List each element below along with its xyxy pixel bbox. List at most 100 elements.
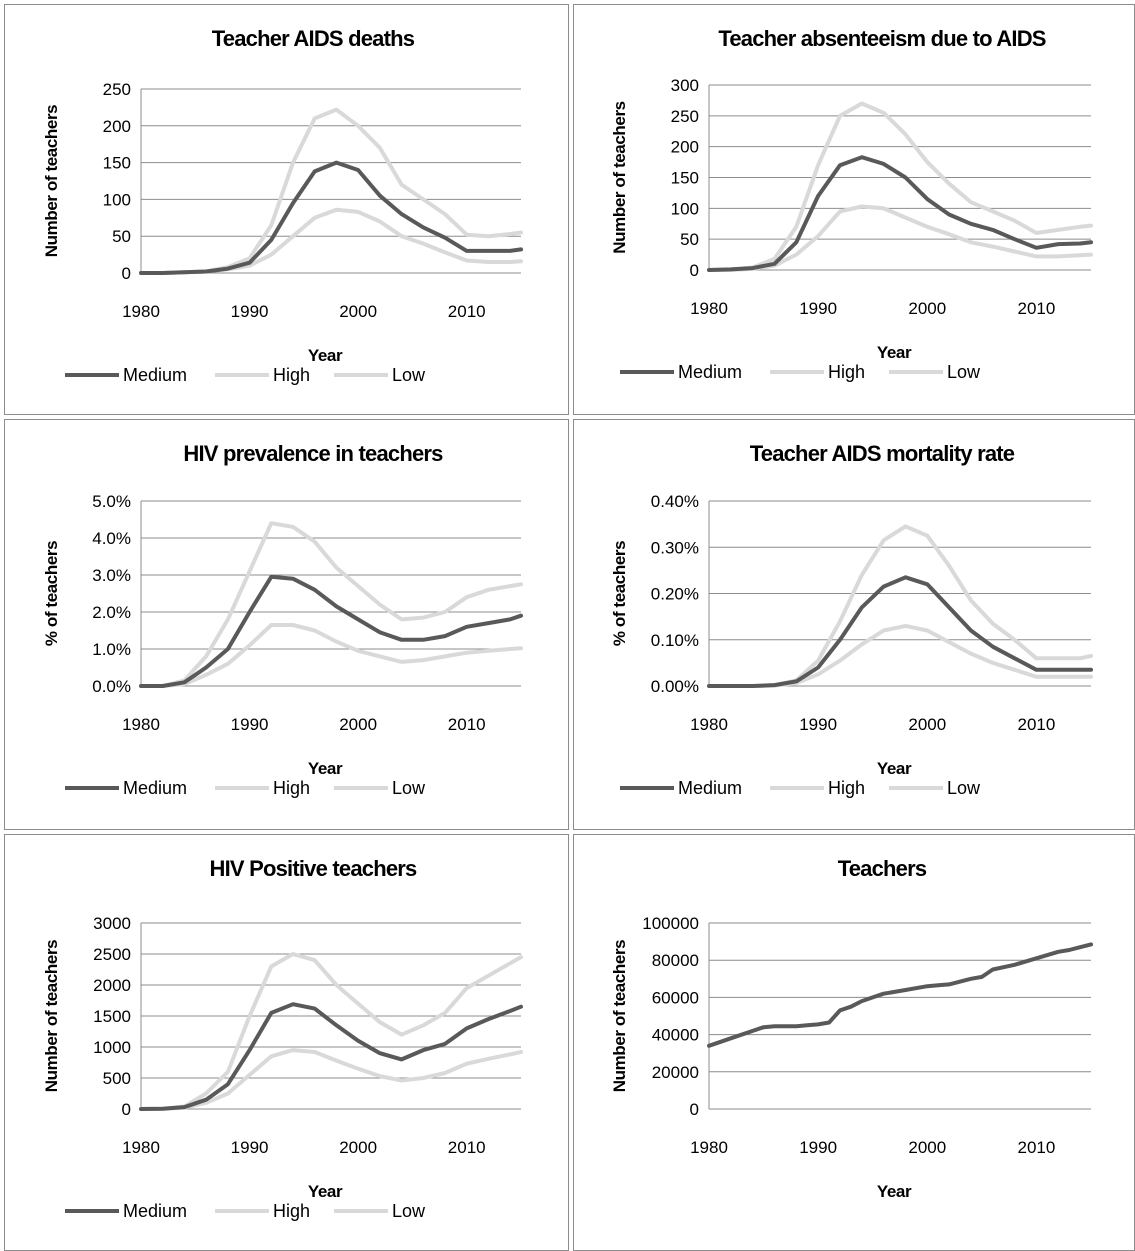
y-tick-label: 0 — [690, 261, 699, 280]
series-line-medium — [707, 575, 1093, 688]
y-tick-label: 0.10% — [651, 631, 699, 650]
y-tick-label: 3000 — [93, 914, 131, 933]
chart-svg-prevalence: HIV prevalence in teachers 0.0% 1.0% 2.0% 3.… — [42, 441, 523, 798]
x-tick-label: 2010 — [448, 302, 486, 321]
series-line-high — [139, 952, 523, 1111]
x-tick-label: 1980 — [690, 1138, 728, 1157]
x-tick-label: 1980 — [122, 302, 160, 321]
y-tick-label: 80000 — [652, 951, 699, 970]
y-tick-label: 100000 — [642, 914, 699, 933]
legend-label-high: High — [273, 1201, 310, 1221]
x-tick-label: 1990 — [231, 715, 269, 734]
y-tick-label: 200 — [103, 117, 131, 136]
legend-label-high: High — [828, 362, 865, 382]
chart-svg-absenteeism: Teacher absenteeism due to AIDS 0 50 100 150… — [610, 26, 1093, 382]
x-tick-label: 1990 — [799, 299, 837, 318]
chart-title: Teachers — [838, 856, 927, 881]
y-tick-label: 60000 — [652, 988, 699, 1007]
legend-label-medium: Medium — [123, 365, 187, 385]
x-tick-label: 1980 — [690, 715, 728, 734]
y-tick-label: 0 — [122, 264, 131, 283]
legend-label-low: Low — [392, 365, 426, 385]
x-tick-label: 2010 — [448, 1138, 486, 1157]
y-tick-label: 300 — [671, 76, 699, 95]
series-line-low — [139, 207, 523, 275]
x-tick-label: 2010 — [1018, 1138, 1056, 1157]
x-axis-label: Year — [308, 1182, 343, 1201]
y-tick-label: 50 — [680, 230, 699, 249]
y-axis-label: % of teachers — [610, 541, 629, 646]
x-tick-label: 2000 — [339, 715, 377, 734]
x-tick-label: 2000 — [339, 302, 377, 321]
series-line-medium — [139, 1002, 523, 1111]
y-tick-label: 0.0% — [92, 677, 131, 696]
chart-svg-positive: HIV Positive teachers 0 500 1000 1500 2000 250… — [42, 856, 523, 1221]
chart-svg-mortality: Teacher AIDS mortality rate 0.00% 0.10% 0.2… — [610, 441, 1093, 798]
legend-label-medium: Medium — [123, 1201, 187, 1221]
y-tick-label: 0 — [690, 1100, 699, 1119]
x-axis-label: Year — [308, 759, 343, 778]
y-tick-label: 1000 — [93, 1038, 131, 1057]
y-axis-label: % of teachers — [42, 541, 61, 646]
x-tick-label: 1990 — [799, 1138, 837, 1157]
chart-svg-teachers: Teachers 0 20000 40000 60000 80000 100000 1980 1… — [610, 856, 1093, 1201]
y-axis-label: Number of teachers — [42, 940, 61, 1092]
legend-label-medium: Medium — [678, 778, 742, 798]
y-tick-label: 2.0% — [92, 603, 131, 622]
x-tick-label: 1980 — [690, 299, 728, 318]
chart-panel-absenteeism: Teacher absenteeism due to AIDS 0 50 100 150… — [573, 4, 1135, 415]
series-line-high — [707, 101, 1093, 272]
x-axis-label: Year — [877, 759, 912, 778]
legend-label-high: High — [273, 365, 310, 385]
chart-panel-mortality: Teacher AIDS mortality rate 0.00% 0.10% 0.2… — [573, 419, 1135, 830]
x-tick-label: 1990 — [231, 302, 269, 321]
y-tick-label: 100 — [103, 190, 131, 209]
y-tick-label: 4.0% — [92, 529, 131, 548]
chart-title: Teacher AIDS mortality rate — [750, 441, 1015, 466]
y-tick-label: 200 — [671, 138, 699, 157]
y-tick-label: 0.00% — [651, 677, 699, 696]
y-tick-label: 250 — [671, 107, 699, 126]
series-line-medium — [139, 574, 523, 688]
series-line-medium — [707, 942, 1093, 1048]
x-tick-label: 2010 — [448, 715, 486, 734]
y-tick-label: 1.0% — [92, 640, 131, 659]
y-tick-label: 0.40% — [651, 492, 699, 511]
y-tick-label: 150 — [103, 154, 131, 173]
y-tick-label: 20000 — [652, 1063, 699, 1082]
legend-label-low: Low — [947, 362, 981, 382]
y-tick-label: 5.0% — [92, 492, 131, 511]
series-line-medium — [707, 155, 1093, 272]
series-line-low — [139, 623, 523, 688]
x-tick-label: 2010 — [1018, 299, 1056, 318]
y-tick-label: 1500 — [93, 1007, 131, 1026]
series-line-high — [139, 521, 523, 688]
y-tick-label: 2500 — [93, 945, 131, 964]
y-tick-label: 100 — [671, 199, 699, 218]
x-tick-label: 1980 — [122, 1138, 160, 1157]
x-axis-label: Year — [308, 346, 343, 365]
y-tick-label: 0 — [122, 1100, 131, 1119]
y-axis-label: Number of teachers — [42, 105, 61, 257]
legend-label-medium: Medium — [123, 778, 187, 798]
series-line-high — [707, 524, 1093, 688]
series-line-low — [139, 1048, 523, 1111]
x-tick-label: 2000 — [908, 299, 946, 318]
legend-label-high: High — [273, 778, 310, 798]
x-tick-label: 2000 — [339, 1138, 377, 1157]
x-tick-label: 2000 — [908, 715, 946, 734]
y-tick-label: 0.30% — [651, 538, 699, 557]
y-axis-label: Number of teachers — [610, 940, 629, 1092]
legend-label-low: Low — [947, 778, 981, 798]
chart-title: Teacher absenteeism due to AIDS — [718, 26, 1045, 51]
chart-svg-deaths: Teacher AIDS deaths 0 50 100 150 200 250 1980 19… — [42, 26, 523, 385]
chart-title: HIV prevalence in teachers — [183, 441, 443, 466]
y-tick-label: 40000 — [652, 1026, 699, 1045]
x-axis-label: Year — [877, 1182, 912, 1201]
x-tick-label: 1990 — [799, 715, 837, 734]
chart-panel-prevalence: HIV prevalence in teachers 0.0% 1.0% 2.0% 3.… — [4, 419, 569, 830]
legend-label-low: Low — [392, 778, 426, 798]
y-tick-label: 150 — [671, 169, 699, 188]
y-tick-label: 2000 — [93, 976, 131, 995]
chart-panel-teachers: Teachers 0 20000 40000 60000 80000 100000 1980 1… — [573, 834, 1135, 1251]
